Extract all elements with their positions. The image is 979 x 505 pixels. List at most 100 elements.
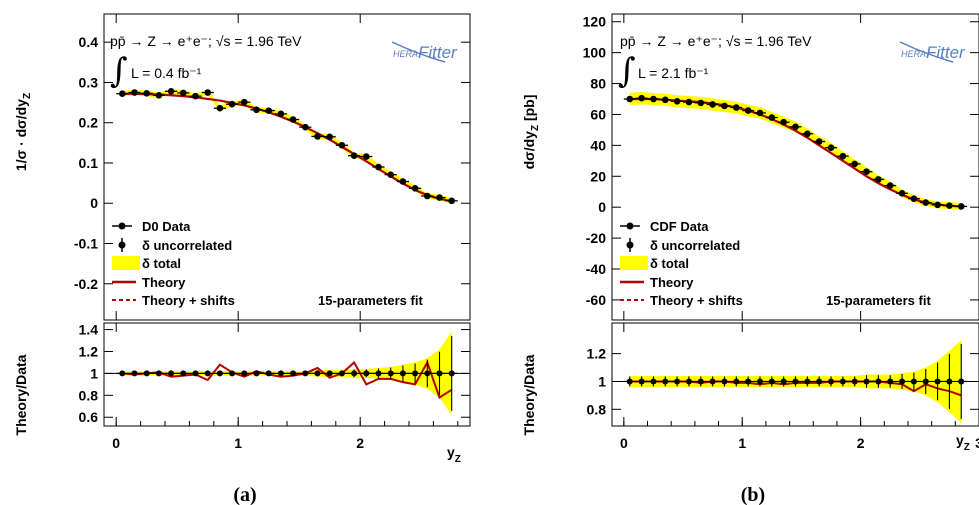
data-point xyxy=(733,104,740,111)
data-point xyxy=(204,89,211,96)
logo-fitter-a: Fitter xyxy=(418,43,458,62)
y-tick-label: 0 xyxy=(90,195,98,211)
ratio-point xyxy=(155,370,162,377)
data-point xyxy=(228,100,236,108)
data-point xyxy=(350,152,358,160)
data-point xyxy=(265,107,273,114)
ratio-point xyxy=(804,378,811,385)
logo-swoosh-b xyxy=(899,41,954,63)
data-point xyxy=(155,92,163,99)
total-uncertainty-band xyxy=(629,92,962,210)
ratio-point xyxy=(934,378,941,385)
lumi-label-a: L = 0.4 fb⁻¹ xyxy=(131,65,202,81)
integral-symbol-a: ∫ xyxy=(110,51,128,91)
ratio-point xyxy=(910,378,917,385)
data-point xyxy=(180,89,187,97)
data-point xyxy=(277,110,285,118)
ratio-point xyxy=(436,370,443,377)
data-point xyxy=(839,152,847,160)
fit-note-b: 15-parameters fit xyxy=(826,293,931,308)
data-point xyxy=(886,182,894,189)
y-axis-label-b-top: dσ/dyZ [pb] xyxy=(521,95,541,170)
legend-entry-uncorrelated-b: δ uncorrelated xyxy=(626,238,740,253)
ratio-point xyxy=(290,370,297,377)
data-point xyxy=(934,201,941,209)
integral-symbol-b: ∫ xyxy=(618,51,636,91)
ratio-point xyxy=(253,370,260,377)
y-tick-label: 60 xyxy=(590,106,606,122)
ratio-point xyxy=(229,370,236,377)
legend-label-total: δ total xyxy=(142,256,181,271)
y-tick-label: -20 xyxy=(586,230,606,246)
data-marker-icon xyxy=(626,222,634,230)
ratio-point xyxy=(756,378,763,385)
x-tick-label: 2 xyxy=(356,435,364,451)
data-point xyxy=(326,133,334,141)
ratio-point xyxy=(363,370,370,377)
ratio-point xyxy=(216,370,223,377)
logo-hera-a: HERA xyxy=(393,49,418,59)
process-label-a: pp̄ → Z → e⁺e⁻; √s = 1.96 TeV xyxy=(110,33,302,49)
ratio-point xyxy=(875,378,882,385)
data-point xyxy=(875,176,882,183)
x-tick-label: 0 xyxy=(620,435,628,451)
plot-frame xyxy=(611,322,979,427)
panel-b: dσ/dyZ [pb] Theory/Data yZ (b) -60 -40 -20… xyxy=(521,13,979,505)
data-point xyxy=(167,88,175,95)
ratio-point xyxy=(399,370,406,377)
logo-swoosh-a xyxy=(391,41,446,63)
data-point xyxy=(744,107,752,114)
ratio-point xyxy=(839,378,846,385)
data-point xyxy=(289,116,297,123)
data-point xyxy=(673,98,681,105)
y-tick-label: 1.4 xyxy=(79,322,99,338)
data-point xyxy=(375,163,382,171)
y-tick-label: 0.6 xyxy=(79,409,99,425)
data-point xyxy=(363,153,370,160)
data-point xyxy=(792,123,799,131)
y-axis-label-b-ratio: Theory/Data xyxy=(521,354,537,435)
ratio-point xyxy=(745,378,752,385)
y-tick-label: 1.2 xyxy=(587,346,607,362)
legend-entry-data-b: CDF Data xyxy=(620,219,709,234)
legend-entry-total-a: δ total xyxy=(112,256,181,271)
x-axis-label-b: yZ xyxy=(956,432,970,453)
y-axis-label-a-ratio: Theory/Data xyxy=(13,354,29,435)
y-tick-label: 0.8 xyxy=(587,401,607,417)
ratio-point xyxy=(387,370,394,377)
data-point xyxy=(216,104,224,112)
x-tick-label: 0 xyxy=(112,435,120,451)
y-tick-label: 0 xyxy=(598,199,606,215)
ratio-point xyxy=(626,378,633,385)
ratio-point xyxy=(863,378,870,385)
legend-label-theory: Theory xyxy=(650,275,694,290)
data-point xyxy=(815,138,823,145)
data-point xyxy=(709,101,716,108)
legend-entry-uncorrelated-a: δ uncorrelated xyxy=(118,238,232,253)
ratio-point xyxy=(277,370,284,377)
legend-label-uncorrelated: δ uncorrelated xyxy=(650,238,740,253)
data-point xyxy=(399,178,407,185)
data-point xyxy=(756,109,764,117)
data-point xyxy=(650,95,657,103)
ratio-point xyxy=(302,370,309,377)
y-tick-label: 120 xyxy=(583,14,607,30)
data-point xyxy=(827,144,835,151)
data-point xyxy=(780,118,787,126)
x-tick-label: 1 xyxy=(738,435,746,451)
legend-b: CDF Data δ uncorrelated δ total Theory T… xyxy=(620,219,743,308)
legend-entry-shifts-a: Theory + shifts xyxy=(112,293,235,308)
data-point xyxy=(424,192,431,200)
data-point xyxy=(387,171,395,178)
ratio-point xyxy=(448,370,455,377)
ratio-point xyxy=(780,378,787,385)
process-label-b: pp̄ → Z → e⁺e⁻; √s = 1.96 TeV xyxy=(620,33,812,49)
ratio-point xyxy=(650,378,657,385)
ratio-point xyxy=(424,370,431,377)
ratio-point xyxy=(662,378,669,385)
data-point xyxy=(697,99,705,107)
ratio-point xyxy=(351,370,358,377)
ratio-point xyxy=(792,378,799,385)
data-point xyxy=(436,194,443,201)
data-point xyxy=(638,94,645,102)
